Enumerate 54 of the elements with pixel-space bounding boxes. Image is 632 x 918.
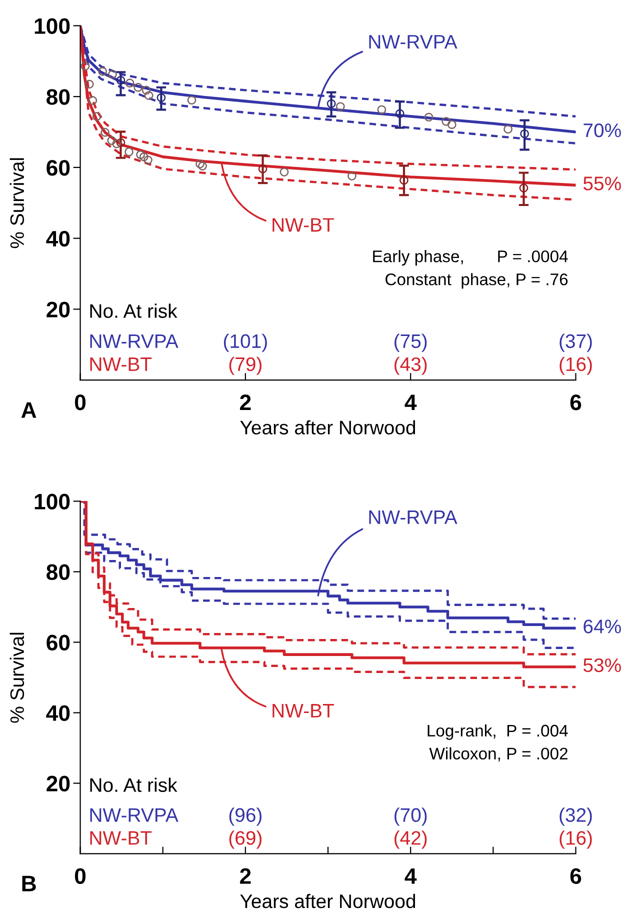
text: NW-BT: [272, 218, 334, 232]
y-tick-label: 20: [46, 302, 70, 318]
annotation: (69): [229, 830, 262, 849]
y-tick-label: 60: [46, 160, 70, 176]
y-tick-label: 40: [46, 705, 70, 722]
x-tick-label: 4: [404, 394, 417, 410]
annotation: Constant phase, P = .76: [386, 273, 568, 289]
annotation: (37): [560, 334, 592, 352]
x-tick-label: 6: [570, 868, 582, 884]
y-tick-label: 60: [46, 634, 70, 651]
x-tick-label: 2: [240, 868, 251, 884]
y-tick-label: 100: [34, 18, 70, 34]
x-axis-title: Years after Norwood: [240, 894, 416, 908]
text: A: [21, 402, 36, 418]
annotation: (43): [394, 356, 427, 375]
annotation: (16): [560, 356, 592, 375]
annotation: Log-rank, P = .004: [428, 724, 568, 740]
data-label: 70%: [584, 123, 621, 138]
x-tick-label: 6: [570, 394, 582, 410]
y-tick-label: 80: [46, 89, 70, 105]
annotation: Early phase, P = .0004: [373, 250, 568, 266]
y-tick-label: 80: [46, 564, 70, 580]
y-tick-label: 100: [34, 494, 70, 510]
text: NW-BT: [272, 704, 334, 718]
annotation: (42): [394, 830, 427, 849]
annotation: NW-BT: [90, 358, 152, 371]
x-tick-label: 4: [404, 868, 417, 884]
text: NW-RVPA: [369, 35, 458, 48]
annotation: Wilcoxon, P = .002: [429, 747, 568, 762]
data-label: 55%: [583, 176, 621, 190]
annotation: (96): [229, 808, 262, 826]
data-label: 53%: [583, 658, 621, 672]
y-tick-label: 40: [46, 230, 70, 247]
annotation: NW-RVPA: [90, 808, 178, 822]
data-label: 64%: [584, 620, 621, 634]
annotation: (79): [229, 356, 262, 375]
x-tick-label: 0: [74, 868, 86, 884]
x-tick-label: 2: [240, 394, 251, 410]
text: B: [22, 876, 36, 892]
x-tick-label: 0: [74, 394, 86, 410]
y-axis-title: % Survival: [10, 158, 24, 248]
annotation: (101): [224, 334, 267, 352]
text: NW-RVPA: [369, 510, 458, 524]
annotation: (70): [394, 808, 427, 826]
annotation: (32): [560, 808, 592, 826]
annotation: (75): [394, 334, 427, 352]
annotation: (16): [560, 830, 592, 849]
y-tick-label: 20: [46, 776, 70, 792]
annotation: NW-RVPA: [90, 334, 178, 348]
annotation: NW-BT: [90, 831, 152, 845]
x-axis-title: Years after Norwood: [240, 420, 416, 434]
annotation: No. At risk: [90, 304, 178, 318]
annotation: No. At risk: [90, 778, 178, 792]
y-axis-title: % Survival: [10, 632, 24, 723]
